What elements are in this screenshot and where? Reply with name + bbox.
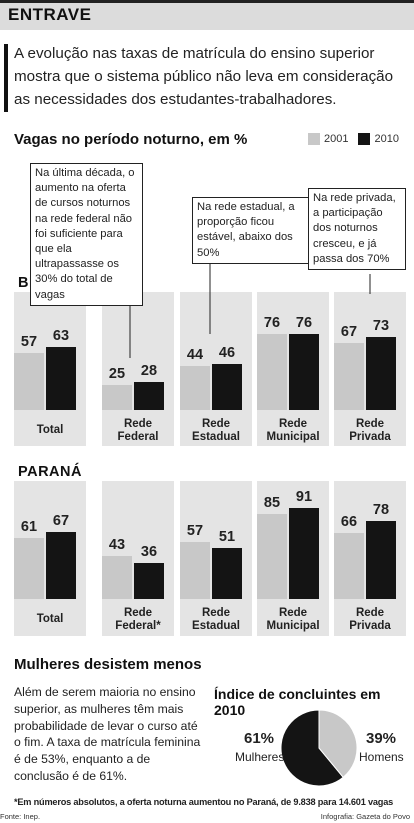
bar-value-label: 76: [263, 315, 281, 331]
bar-2001: [14, 353, 44, 410]
bar-group-bg: [102, 292, 174, 446]
category-label: Rede Federal*: [115, 607, 161, 632]
chart-title: Vagas no período noturno, em %: [14, 131, 248, 148]
bar-value-label: 67: [340, 324, 358, 340]
bar-2010: [212, 548, 242, 599]
bar-2001: [334, 533, 364, 599]
bar-value-label: 44: [186, 347, 204, 363]
bar-2001: [180, 366, 210, 410]
bar-value-label: 63: [52, 328, 70, 344]
bar-2010: [289, 508, 319, 599]
bar-2010: [289, 334, 319, 410]
pie-slice-mulheres: [280, 709, 344, 787]
pie-label-homens: Homens: [359, 750, 404, 764]
legend-item-2010: 2010: [358, 133, 399, 145]
category-label: Rede Municipal: [266, 418, 320, 443]
bar-value-label: 67: [52, 513, 70, 529]
chart-legend: 2001 2010: [308, 133, 409, 145]
pie-chart: [280, 709, 358, 787]
panel-label-parana: PARANÁ: [18, 464, 82, 480]
legend-label-2010: 2010: [374, 133, 399, 145]
category-label: Rede Estadual: [192, 607, 240, 632]
callout-estadual: Na rede estadual, a proporção ficou está…: [192, 197, 314, 264]
category-label: Rede Estadual: [192, 418, 240, 443]
bar-2001: [14, 538, 44, 599]
bar-value-label: 61: [20, 519, 38, 535]
bar-2010: [366, 337, 396, 410]
category-label: Rede Privada: [349, 607, 391, 632]
bar-value-label: 57: [20, 334, 38, 350]
bar-2001: [102, 385, 132, 410]
intro-text: A evolução nas taxas de matrícula do ens…: [14, 45, 394, 108]
bar-value-label: 91: [295, 489, 313, 505]
pie-slice-homens: [318, 709, 358, 778]
header-bar: [0, 0, 414, 30]
bar-value-label: 73: [372, 318, 390, 334]
bar-value-label: 28: [140, 363, 158, 379]
bar-value-label: 85: [263, 495, 281, 511]
bar-value-label: 57: [186, 523, 204, 539]
callout-federal: Na última década, o aumento na oferta de…: [30, 163, 143, 306]
bar-value-label: 36: [140, 544, 158, 560]
category-label: Rede Municipal: [266, 607, 320, 632]
bar-value-label: 66: [340, 514, 358, 530]
bar-value-label: 46: [218, 345, 236, 361]
bar-2001: [180, 542, 210, 599]
pie-label-mulheres: Mulheres: [235, 750, 285, 764]
bar-value-label: 76: [295, 315, 313, 331]
legend-swatch-2001: [308, 133, 320, 145]
pie-title: Índice de concluintes em 2010: [214, 686, 381, 718]
callout-privada: Na rede privada, a participação dos notu…: [308, 188, 406, 271]
bar-2010: [46, 532, 76, 599]
bar-value-label: 25: [108, 366, 126, 382]
bar-2001: [257, 334, 287, 410]
bar-2001: [334, 343, 364, 410]
bar-value-label: 43: [108, 537, 126, 553]
credit-note: Infografia: Gazeta do Povo: [320, 812, 410, 821]
page-title: ENTRAVE: [8, 5, 92, 24]
bar-2010: [366, 521, 396, 599]
source-note: Fonte: Inep.: [0, 812, 41, 821]
bar-value-label: 51: [218, 529, 236, 545]
category-label: Rede Federal: [117, 418, 159, 443]
bar-2010: [212, 364, 242, 410]
legend-item-2001: 2001: [308, 133, 348, 145]
women-section-title: Mulheres desistem menos: [14, 656, 202, 673]
legend-swatch-2010: [358, 133, 371, 145]
category-label: Rede Privada: [349, 418, 391, 443]
category-label: Total: [36, 613, 64, 625]
legend-label-2001: 2001: [324, 133, 349, 145]
women-section-text: Além de serem maioria no ensino superior…: [14, 685, 201, 783]
bar-2010: [46, 347, 76, 410]
bar-value-label: 78: [372, 502, 390, 518]
footnote: *Em números absolutos, a oferta noturna …: [14, 797, 394, 807]
pie-pct-mulheres: 61%: [244, 730, 275, 747]
intro-accent-bar: [4, 44, 8, 112]
bar-2001: [102, 556, 132, 599]
bar-2010: [134, 563, 164, 599]
bar-2001: [257, 514, 287, 599]
pie-pct-homens: 39%: [366, 730, 397, 747]
bar-2010: [134, 382, 164, 410]
category-label: Total: [36, 424, 64, 436]
